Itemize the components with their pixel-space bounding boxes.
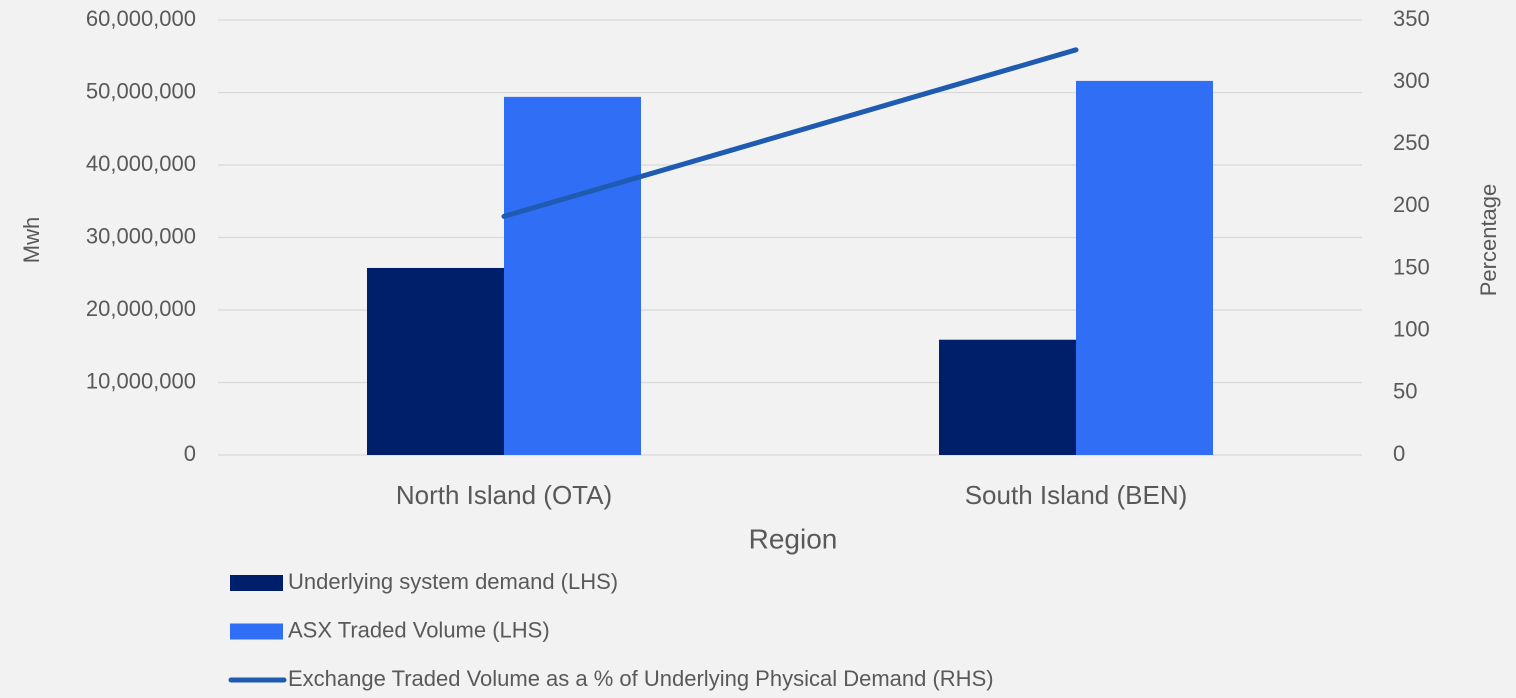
legend-label: ASX Traded Volume (LHS) bbox=[288, 617, 550, 642]
y2-axis-label: Percentage bbox=[1476, 184, 1501, 297]
y-tick-label: 60,000,000 bbox=[86, 6, 196, 31]
y-tick-label: 30,000,000 bbox=[86, 223, 196, 248]
y2-tick-label: 0 bbox=[1393, 441, 1405, 466]
line bbox=[501, 47, 1079, 219]
y-tick-label: 40,000,000 bbox=[86, 151, 196, 176]
y-tick-label: 0 bbox=[184, 441, 196, 466]
y-tick-label: 50,000,000 bbox=[86, 78, 196, 103]
legend-swatch bbox=[230, 575, 283, 591]
y-tick-label: 20,000,000 bbox=[86, 296, 196, 321]
x-tick-label: North Island (OTA) bbox=[396, 480, 612, 510]
x-axis-label: Region bbox=[749, 523, 838, 554]
y2-tick-label: 150 bbox=[1393, 254, 1430, 279]
bar bbox=[939, 339, 1076, 455]
y2-tick-label: 250 bbox=[1393, 130, 1430, 155]
bar bbox=[367, 267, 504, 455]
y2-tick-label: 100 bbox=[1393, 317, 1430, 342]
y2-tick-label: 300 bbox=[1393, 68, 1430, 93]
legend-swatch bbox=[230, 623, 283, 640]
y2-tick-label: 200 bbox=[1393, 192, 1430, 217]
y-tick-label: 10,000,000 bbox=[86, 368, 196, 393]
y2-tick-label: 350 bbox=[1393, 6, 1430, 31]
bar bbox=[1076, 80, 1213, 456]
legend-label: Underlying system demand (LHS) bbox=[288, 569, 618, 594]
legend-label: Exchange Traded Volume as a % of Underly… bbox=[288, 666, 994, 691]
y-axis-label: Mwh bbox=[19, 217, 44, 263]
bar bbox=[504, 96, 641, 455]
x-tick-label: South Island (BEN) bbox=[965, 480, 1188, 510]
y2-tick-label: 50 bbox=[1393, 379, 1417, 404]
